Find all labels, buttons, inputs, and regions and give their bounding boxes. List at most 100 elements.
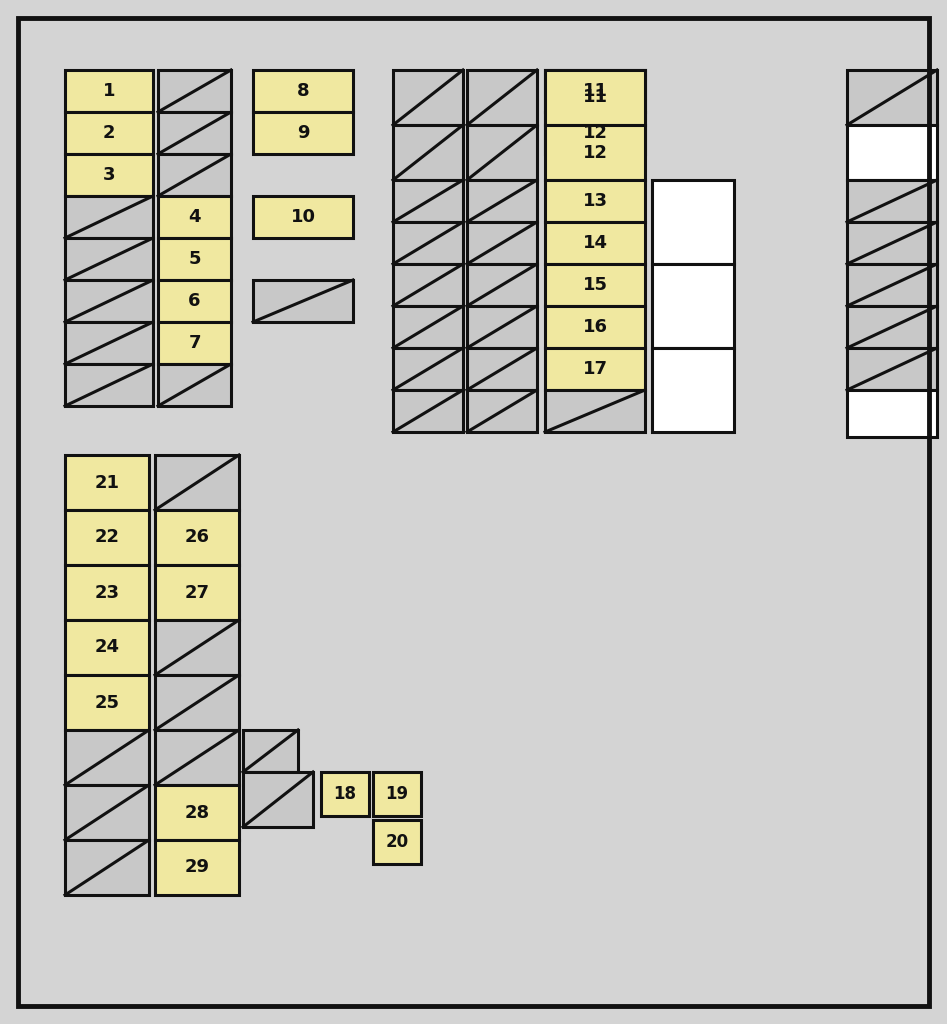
Bar xyxy=(545,306,645,348)
Bar xyxy=(467,125,537,180)
Bar xyxy=(393,70,463,125)
Text: 4: 4 xyxy=(188,208,201,226)
Bar xyxy=(155,730,239,785)
Text: 20: 20 xyxy=(385,833,408,851)
Bar xyxy=(65,620,149,675)
Text: 1: 1 xyxy=(103,82,116,100)
Bar xyxy=(65,364,153,406)
Text: 10: 10 xyxy=(291,208,315,226)
Bar xyxy=(545,112,645,154)
Bar xyxy=(467,222,537,264)
Bar xyxy=(545,70,645,125)
Bar xyxy=(847,348,937,390)
Bar xyxy=(253,112,353,154)
Text: 26: 26 xyxy=(185,528,209,547)
Bar xyxy=(847,125,937,180)
Bar xyxy=(155,620,239,675)
Bar xyxy=(65,675,149,730)
Bar xyxy=(393,125,463,180)
Text: 12: 12 xyxy=(582,124,607,142)
Bar xyxy=(253,196,353,238)
Bar xyxy=(158,112,231,154)
Text: 3: 3 xyxy=(103,166,116,184)
Text: 12: 12 xyxy=(582,143,607,162)
Text: 22: 22 xyxy=(95,528,119,547)
Bar xyxy=(847,70,937,125)
Bar xyxy=(393,306,463,348)
Text: 2: 2 xyxy=(103,124,116,142)
Text: 6: 6 xyxy=(188,292,201,310)
Text: 25: 25 xyxy=(95,693,119,712)
Bar xyxy=(253,280,353,322)
Bar xyxy=(467,264,537,306)
Bar xyxy=(373,772,421,816)
Bar xyxy=(545,264,645,306)
Bar xyxy=(65,70,153,112)
Bar xyxy=(155,840,239,895)
Text: 8: 8 xyxy=(296,82,310,100)
Bar xyxy=(158,70,231,112)
Text: 5: 5 xyxy=(188,250,201,268)
Bar xyxy=(158,238,231,280)
Bar xyxy=(155,675,239,730)
Text: 14: 14 xyxy=(582,234,607,252)
Bar xyxy=(545,390,645,432)
Text: 9: 9 xyxy=(296,124,310,142)
Bar xyxy=(393,222,463,264)
Bar xyxy=(652,264,734,348)
Bar xyxy=(467,306,537,348)
Text: 24: 24 xyxy=(95,639,119,656)
Bar xyxy=(243,772,313,827)
Bar xyxy=(652,180,734,264)
Text: 16: 16 xyxy=(582,318,607,336)
Text: 18: 18 xyxy=(333,785,356,803)
Text: 11: 11 xyxy=(582,82,607,100)
Bar xyxy=(155,510,239,565)
Bar xyxy=(393,264,463,306)
Text: 23: 23 xyxy=(95,584,119,601)
Bar xyxy=(65,238,153,280)
Bar xyxy=(321,772,369,816)
Bar xyxy=(158,154,231,196)
Text: 17: 17 xyxy=(582,360,607,378)
Bar xyxy=(847,180,937,222)
Bar xyxy=(545,125,645,180)
Text: 15: 15 xyxy=(582,276,607,294)
Bar xyxy=(847,390,937,437)
Bar xyxy=(545,348,645,390)
Bar xyxy=(65,730,149,785)
Bar xyxy=(467,348,537,390)
Bar xyxy=(65,455,149,510)
Bar xyxy=(155,785,239,840)
Bar xyxy=(158,196,231,238)
Bar xyxy=(847,222,937,264)
Bar xyxy=(155,455,239,510)
Bar xyxy=(393,390,463,432)
Bar xyxy=(467,390,537,432)
Bar xyxy=(158,322,231,364)
Bar xyxy=(467,70,537,125)
Text: 29: 29 xyxy=(185,858,209,877)
Bar xyxy=(545,180,645,222)
Bar xyxy=(652,348,734,432)
Bar xyxy=(467,180,537,222)
Text: 19: 19 xyxy=(385,785,408,803)
Bar xyxy=(393,180,463,222)
Bar xyxy=(65,196,153,238)
Bar xyxy=(65,785,149,840)
Bar xyxy=(158,280,231,322)
Text: 7: 7 xyxy=(188,334,201,352)
Bar xyxy=(158,364,231,406)
Bar xyxy=(253,70,353,112)
Bar xyxy=(65,280,153,322)
Bar xyxy=(155,565,239,620)
Bar xyxy=(847,306,937,348)
Text: 27: 27 xyxy=(185,584,209,601)
Bar xyxy=(545,222,645,264)
Bar xyxy=(847,264,937,306)
Bar xyxy=(65,840,149,895)
Text: 28: 28 xyxy=(185,804,209,821)
Bar xyxy=(65,154,153,196)
Bar xyxy=(65,510,149,565)
Bar xyxy=(243,730,298,772)
